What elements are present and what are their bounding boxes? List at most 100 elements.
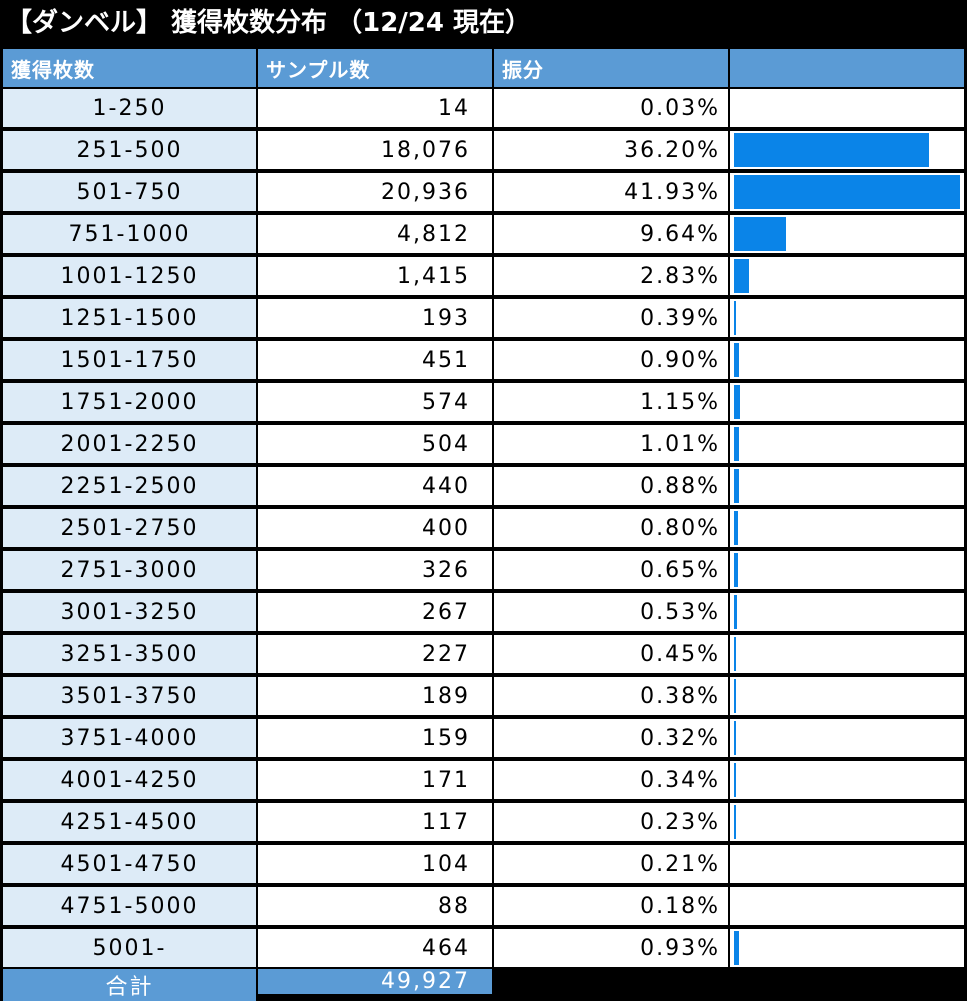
row-range: 1501-1750	[3, 341, 256, 379]
row-range: 4251-4500	[3, 803, 256, 841]
row-sample-count: 451	[258, 341, 492, 379]
row-bar-cell	[730, 131, 964, 169]
share-bar	[734, 259, 750, 293]
row-share: 0.18%	[494, 887, 728, 925]
row-bar-cell	[730, 215, 964, 253]
row-sample-count: 20,936	[258, 173, 492, 211]
row-share: 9.64%	[494, 215, 728, 253]
distribution-table: 【ダンベル】 獲得枚数分布 （12/24 現在） 獲得枚数 サンプル数 振分 1-25…	[3, 8, 964, 1001]
row-share: 0.21%	[494, 845, 728, 883]
row-share: 36.20%	[494, 131, 728, 169]
share-bar	[734, 385, 741, 419]
row-range: 3001-3250	[3, 593, 256, 631]
row-share: 0.45%	[494, 635, 728, 673]
row-bar-cell	[730, 509, 964, 547]
share-bar	[734, 301, 737, 335]
share-bar	[734, 553, 738, 587]
row-sample-count: 104	[258, 845, 492, 883]
row-range: 1251-1500	[3, 299, 256, 337]
row-range: 751-1000	[3, 215, 256, 253]
row-sample-count: 4,812	[258, 215, 492, 253]
row-range: 3501-3750	[3, 677, 256, 715]
row-share: 0.90%	[494, 341, 728, 379]
share-bar	[734, 511, 739, 545]
row-range: 3251-3500	[3, 635, 256, 673]
row-bar-cell	[730, 341, 964, 379]
share-bar	[734, 343, 739, 377]
share-bar	[734, 133, 930, 167]
share-bar	[734, 427, 740, 461]
row-sample-count: 159	[258, 719, 492, 757]
total-value: 49,927	[258, 969, 492, 994]
row-range: 5001-	[3, 929, 256, 967]
header-share: 振分	[494, 49, 728, 87]
row-sample-count: 464	[258, 929, 492, 967]
row-bar-cell	[730, 803, 964, 841]
row-range: 1-250	[3, 89, 256, 127]
row-sample-count: 227	[258, 635, 492, 673]
total-label: 合計	[3, 969, 256, 1001]
row-bar-cell	[730, 467, 964, 505]
row-sample-count: 18,076	[258, 131, 492, 169]
row-range: 4001-4250	[3, 761, 256, 799]
row-bar-cell	[730, 89, 964, 127]
row-sample-count: 400	[258, 509, 492, 547]
row-range: 3751-4000	[3, 719, 256, 757]
row-bar-cell	[730, 845, 964, 883]
row-sample-count: 14	[258, 89, 492, 127]
row-bar-cell	[730, 635, 964, 673]
row-share: 0.23%	[494, 803, 728, 841]
row-range: 2251-2500	[3, 467, 256, 505]
row-bar-cell	[730, 551, 964, 589]
share-bar	[734, 637, 737, 671]
header-range: 獲得枚数	[3, 49, 256, 87]
row-range: 2001-2250	[3, 425, 256, 463]
row-bar-cell	[730, 425, 964, 463]
row-share: 1.15%	[494, 383, 728, 421]
row-range: 4751-5000	[3, 887, 256, 925]
row-sample-count: 189	[258, 677, 492, 715]
row-share: 41.93%	[494, 173, 728, 211]
row-share: 0.39%	[494, 299, 728, 337]
row-bar-cell	[730, 929, 964, 967]
row-range: 501-750	[3, 173, 256, 211]
row-share: 0.03%	[494, 89, 728, 127]
row-bar-cell	[730, 719, 964, 757]
share-bar	[734, 931, 739, 965]
row-bar-cell	[730, 173, 964, 211]
header-bar	[730, 49, 964, 87]
share-bar	[734, 217, 786, 251]
row-share: 0.32%	[494, 719, 728, 757]
row-bar-cell	[730, 257, 964, 295]
page-title: 【ダンベル】 獲得枚数分布 （12/24 現在）	[6, 8, 532, 38]
row-share: 1.01%	[494, 425, 728, 463]
row-sample-count: 326	[258, 551, 492, 589]
row-sample-count: 504	[258, 425, 492, 463]
row-share: 0.80%	[494, 509, 728, 547]
row-bar-cell	[730, 677, 964, 715]
row-share: 0.53%	[494, 593, 728, 631]
row-share: 2.83%	[494, 257, 728, 295]
row-share: 0.34%	[494, 761, 728, 799]
share-bar	[734, 763, 736, 797]
row-sample-count: 193	[258, 299, 492, 337]
share-bar	[734, 175, 960, 209]
row-sample-count: 1,415	[258, 257, 492, 295]
row-share: 0.65%	[494, 551, 728, 589]
share-bar	[734, 595, 737, 629]
row-share: 0.93%	[494, 929, 728, 967]
row-sample-count: 574	[258, 383, 492, 421]
share-bar	[734, 805, 736, 839]
row-range: 1751-2000	[3, 383, 256, 421]
row-sample-count: 171	[258, 761, 492, 799]
share-bar	[734, 469, 739, 503]
row-share: 0.88%	[494, 467, 728, 505]
row-bar-cell	[730, 299, 964, 337]
row-range: 4501-4750	[3, 845, 256, 883]
row-range: 251-500	[3, 131, 256, 169]
row-bar-cell	[730, 761, 964, 799]
row-range: 2751-3000	[3, 551, 256, 589]
share-bar	[734, 679, 737, 713]
row-range: 1001-1250	[3, 257, 256, 295]
row-bar-cell	[730, 887, 964, 925]
